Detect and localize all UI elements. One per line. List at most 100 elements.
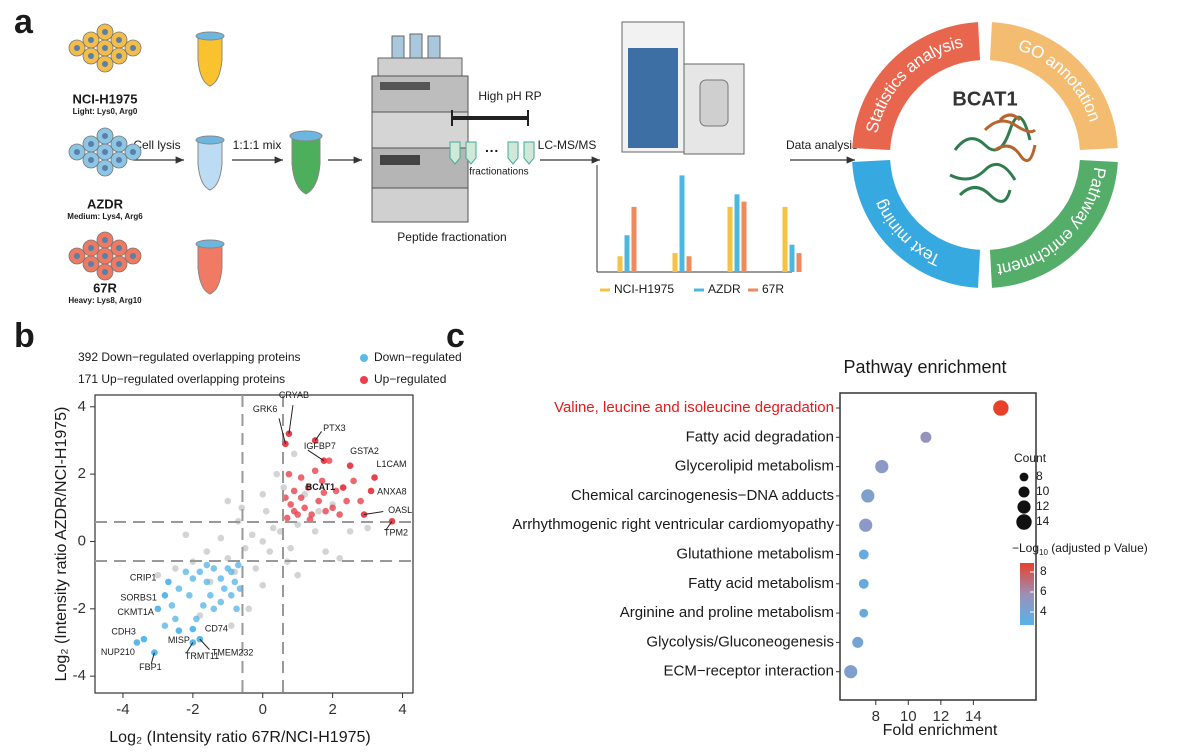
label-note: Heavy: Lys8, Arg10 (68, 296, 142, 305)
y-tick-label: 4 (78, 398, 86, 415)
legend-label: NCI-H1975 (614, 282, 674, 296)
point (172, 615, 179, 623)
point (311, 467, 319, 475)
point (233, 605, 240, 613)
leader-line (278, 418, 286, 444)
point (182, 531, 190, 539)
cell-line: NCI-H1975 (72, 91, 137, 106)
nucleus (88, 261, 94, 267)
leader-line (385, 520, 393, 531)
x-axis-title: Log₂ (Intensity ratio 67R/NCI-H1975) (109, 729, 370, 746)
point-label: CRYAB (279, 390, 309, 400)
nucleus (102, 29, 108, 35)
nucleus (102, 269, 108, 275)
point (364, 524, 371, 532)
point (203, 548, 211, 555)
point (297, 494, 305, 502)
point (311, 528, 319, 535)
nucleus (102, 149, 108, 155)
point-label: FBP1 (139, 662, 162, 672)
cell-cluster (68, 231, 142, 281)
y-tick-label: -4 (73, 667, 86, 684)
point (196, 568, 204, 576)
point (262, 507, 270, 515)
point-label: CKMT1A (117, 607, 154, 617)
dot (993, 400, 1009, 416)
fractionation-column (451, 110, 529, 126)
ring-segment (852, 22, 981, 151)
size-legend-label: 10 (1036, 484, 1050, 498)
leader-line (150, 652, 155, 664)
size-legend-marker (1019, 472, 1029, 482)
point (259, 581, 267, 589)
step-label: Peptide fractionation (397, 230, 506, 244)
dot (875, 460, 889, 474)
dot (859, 518, 873, 532)
cell-cluster (68, 127, 142, 177)
point (259, 538, 267, 545)
nucleus (116, 141, 122, 147)
point (224, 565, 232, 572)
step-label: Data analysis (786, 138, 858, 152)
labeled-point (165, 578, 172, 586)
point-label: NUP210 (101, 647, 135, 657)
nucleus (88, 141, 94, 147)
leader-line (307, 449, 325, 462)
x-tick-label: 14 (965, 708, 982, 725)
nucleus (74, 253, 80, 259)
point (168, 602, 176, 609)
dot (852, 636, 864, 648)
legend-label: Up−regulated (374, 372, 446, 386)
point (285, 470, 293, 478)
mass-spectrometer (621, 21, 745, 155)
point-label: PTX3 (323, 423, 346, 433)
nucleus (102, 61, 108, 67)
point (336, 511, 343, 518)
point (336, 555, 343, 562)
panel-label: c (446, 317, 465, 355)
size-legend-marker (1017, 500, 1031, 514)
labeled-point (371, 474, 378, 481)
color-title-part: −Log (1012, 541, 1039, 555)
point-label: TPM2 (384, 528, 408, 538)
nucleus (102, 165, 108, 171)
point (294, 511, 301, 518)
point (315, 497, 322, 505)
category-label: Fatty acid metabolism (688, 575, 834, 592)
point (357, 497, 364, 505)
category-label: Glycerolipid metabolism (675, 458, 834, 475)
nucleus (116, 261, 122, 267)
point (154, 571, 162, 579)
point (294, 571, 301, 579)
nucleus (102, 45, 108, 51)
category-label: Glutathione metabolism (676, 545, 834, 562)
category-label: ECM−receptor interaction (664, 663, 835, 680)
plot-frame (839, 392, 1037, 701)
y-tick-label: 2 (78, 465, 86, 482)
legend-label: Down−regulated (374, 350, 462, 364)
cell-cluster (68, 23, 142, 73)
nucleus (130, 45, 136, 51)
size-legend-label: 14 (1036, 514, 1050, 528)
label-note: Medium: Lys4, Arg6 (67, 212, 143, 221)
legend-note: 171 Up−regulated overlapping proteins (78, 372, 285, 386)
labeled-point (161, 592, 169, 599)
colorbar-label: 8 (1040, 564, 1047, 578)
bar (741, 201, 747, 272)
point (252, 565, 260, 572)
bar (686, 256, 692, 272)
bar (727, 206, 733, 272)
point (269, 524, 277, 532)
point (350, 477, 357, 485)
point (245, 605, 253, 613)
leader-line (363, 511, 384, 516)
dot (858, 549, 869, 560)
protein-structure (949, 113, 1037, 203)
leader-line (199, 638, 210, 650)
point (210, 565, 218, 572)
color-title-part: 10 (1039, 548, 1048, 557)
cell-line: 67R (93, 280, 117, 295)
point (231, 578, 239, 586)
y-axis-title: Log₂ (Intensity ratio AZDR/NCI-H1975) (53, 407, 70, 682)
